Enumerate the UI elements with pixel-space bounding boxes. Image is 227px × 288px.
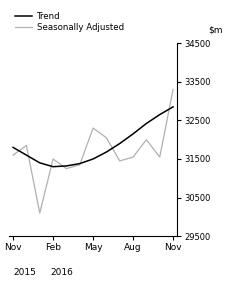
Legend: Trend, Seasonally Adjusted: Trend, Seasonally Adjusted — [13, 10, 126, 34]
Text: 2015: 2015 — [14, 268, 37, 277]
Text: $m: $m — [209, 26, 223, 35]
Text: 2016: 2016 — [50, 268, 73, 277]
